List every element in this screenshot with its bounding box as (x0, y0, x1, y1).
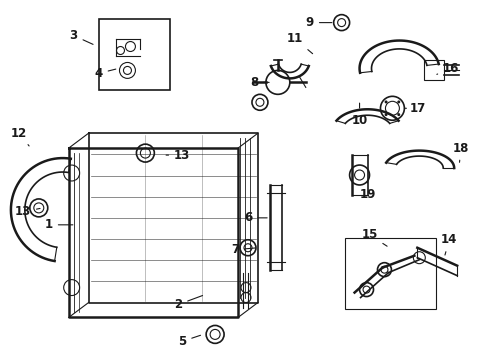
Text: 3: 3 (70, 29, 93, 44)
Bar (98, 19, 171, 90)
Text: 11: 11 (287, 32, 313, 54)
Text: 17: 17 (404, 102, 425, 115)
Circle shape (385, 100, 388, 103)
Bar (424, 60, 444, 80)
Circle shape (385, 113, 388, 116)
Text: 13: 13 (166, 149, 191, 162)
Text: 1: 1 (45, 218, 73, 231)
Text: 8: 8 (250, 76, 269, 89)
Circle shape (397, 100, 400, 103)
Text: 16: 16 (437, 62, 460, 75)
Text: 6: 6 (244, 211, 267, 224)
Text: 13: 13 (15, 205, 40, 219)
Text: 12: 12 (11, 127, 29, 146)
Text: 9: 9 (306, 16, 332, 29)
Text: 5: 5 (178, 335, 200, 348)
Bar (344, 238, 436, 310)
Text: 15: 15 (361, 228, 387, 246)
Text: 2: 2 (174, 296, 202, 311)
Text: 7: 7 (231, 243, 255, 256)
Text: 4: 4 (95, 67, 116, 80)
Text: 10: 10 (351, 103, 368, 127)
Circle shape (397, 113, 400, 116)
Text: 19: 19 (359, 181, 376, 202)
Text: 18: 18 (453, 141, 469, 162)
Text: 14: 14 (441, 233, 457, 255)
